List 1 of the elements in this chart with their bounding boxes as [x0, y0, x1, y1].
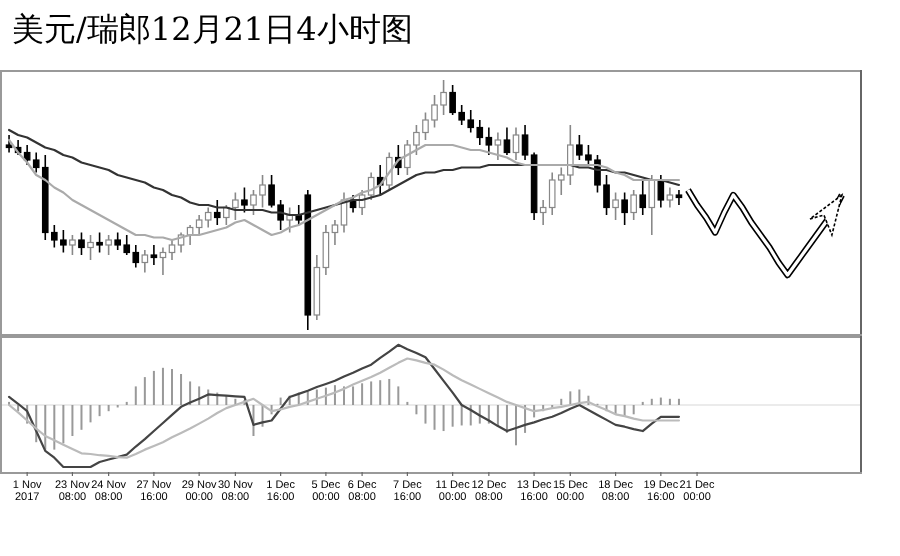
title: 美元/瑞郎12月21日4小时图 — [12, 10, 413, 48]
